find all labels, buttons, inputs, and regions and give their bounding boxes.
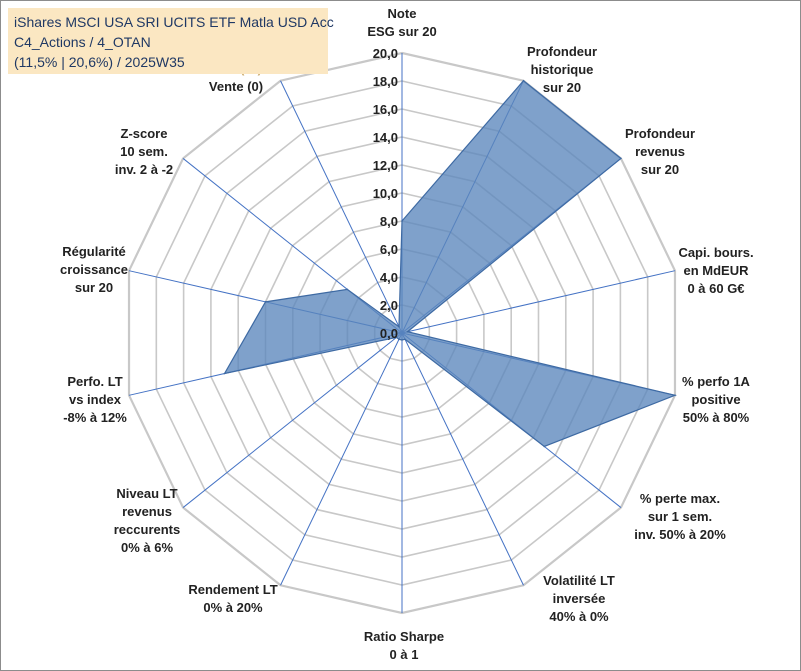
data-point	[395, 336, 398, 339]
axis-label: 0% à 6%	[121, 540, 173, 555]
axis-spoke	[401, 332, 524, 586]
axis-label: Rendement LT	[188, 582, 277, 597]
axis-label: % perte max.	[640, 491, 720, 506]
axis-label: positive	[691, 392, 740, 407]
data-point	[401, 339, 403, 341]
tick-label: 2,0	[380, 298, 398, 313]
data-point	[264, 301, 267, 303]
tick-label: 10,0	[373, 186, 398, 201]
radar-series	[223, 79, 677, 448]
data-point	[346, 288, 349, 291]
axis-label: sur 20	[543, 80, 581, 95]
chart-title-box: iShares MSCI USA SRI UCITS ETF Matla USD…	[8, 8, 334, 74]
axis-label: revenus	[122, 504, 172, 519]
axis-label: en MdEUR	[684, 263, 750, 278]
axis-label: % perfo 1A	[682, 374, 751, 389]
axis-label: Ratio Sharpe	[364, 629, 444, 644]
axis-label: sur 1 sem.	[648, 509, 712, 524]
data-point	[223, 372, 226, 375]
tick-label: 4,0	[380, 270, 398, 285]
axis-label: 10 sem.	[120, 144, 168, 159]
axis-label: Capi. bours.	[678, 245, 753, 260]
axis-spoke	[401, 270, 676, 334]
axis-spoke	[182, 332, 403, 508]
axis-label: 0 à 60 G€	[687, 281, 744, 296]
data-point	[404, 338, 406, 341]
axis-label: Profondeur	[527, 44, 597, 59]
axis-label: Perfo. LT	[67, 374, 122, 389]
axis-label: Z-score	[121, 126, 168, 141]
tick-label: 12,0	[373, 158, 398, 173]
data-point	[543, 445, 546, 448]
axis-label: inversée	[553, 591, 606, 606]
axis-label: Volatilité LT	[543, 573, 615, 588]
tick-label: 18,0	[373, 74, 398, 89]
fund-category: C4_Actions / 4_OTAN	[14, 34, 151, 50]
axis-label: Vente (0)	[209, 79, 263, 94]
data-point	[398, 338, 400, 341]
axis-label: inv. 50% à 20%	[634, 527, 726, 542]
axis-label: reccurents	[114, 522, 180, 537]
axis-label: revenus	[635, 144, 685, 159]
axis-label: inv. 2 à -2	[115, 162, 173, 177]
axis-label: ESG sur 20	[367, 24, 436, 39]
axis-spoke	[280, 332, 403, 586]
axis-label: vs index	[69, 392, 122, 407]
axis-label: Régularité	[62, 244, 126, 259]
tick-label: 0,0	[380, 326, 398, 341]
axis-label: croissance	[60, 262, 128, 277]
fund-period: (11,5% | 20,6%) / 2025W35	[14, 54, 185, 70]
data-point	[398, 325, 400, 328]
data-point	[674, 394, 676, 397]
data-point	[620, 157, 622, 160]
axis-label: 0% à 20%	[203, 600, 263, 615]
axis-label: 50% à 80%	[683, 410, 750, 425]
axis-label: 40% à 0%	[549, 609, 609, 624]
axis-label: Profondeur	[625, 126, 695, 141]
tick-label: 6,0	[380, 242, 398, 257]
radial-ticks: 0,0 2,0 4,0 6,0 8,0 10,0 12,0 14,0 16,0 18,0 20,0	[373, 46, 398, 341]
axis-label: sur 20	[75, 280, 113, 295]
data-point	[522, 79, 525, 82]
tick-label: 14,0	[373, 130, 398, 145]
data-point	[406, 330, 409, 333]
axis-label: sur 20	[641, 162, 679, 177]
axis-label: -8% à 12%	[63, 410, 127, 425]
series-area	[223, 79, 677, 448]
fund-name: iShares MSCI USA SRI UCITS ETF Matla USD…	[14, 14, 334, 30]
tick-label: 8,0	[380, 214, 398, 229]
axis-label: Note	[388, 6, 417, 21]
tick-label: 20,0	[373, 46, 398, 61]
tick-label: 16,0	[373, 102, 398, 117]
axis-label: historique	[531, 62, 594, 77]
axis-label: Niveau LT	[116, 486, 177, 501]
data-point	[401, 220, 403, 222]
axis-spoke	[280, 80, 403, 334]
axis-label: 0 à 1	[390, 647, 419, 662]
